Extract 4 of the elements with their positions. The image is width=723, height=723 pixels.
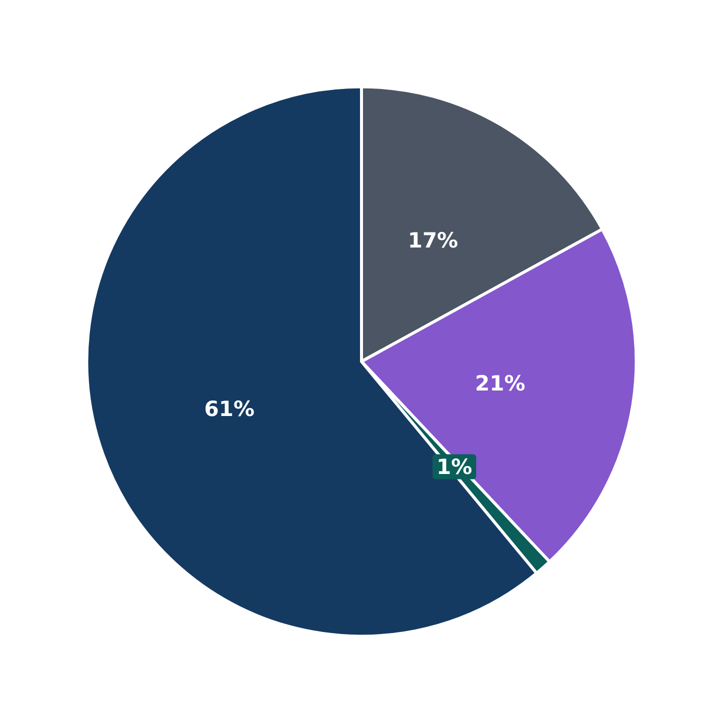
data-label: 1% bbox=[436, 454, 472, 479]
data-label: 61% bbox=[204, 397, 255, 422]
data-label: 17% bbox=[408, 228, 458, 253]
data-label: 21% bbox=[475, 371, 526, 396]
